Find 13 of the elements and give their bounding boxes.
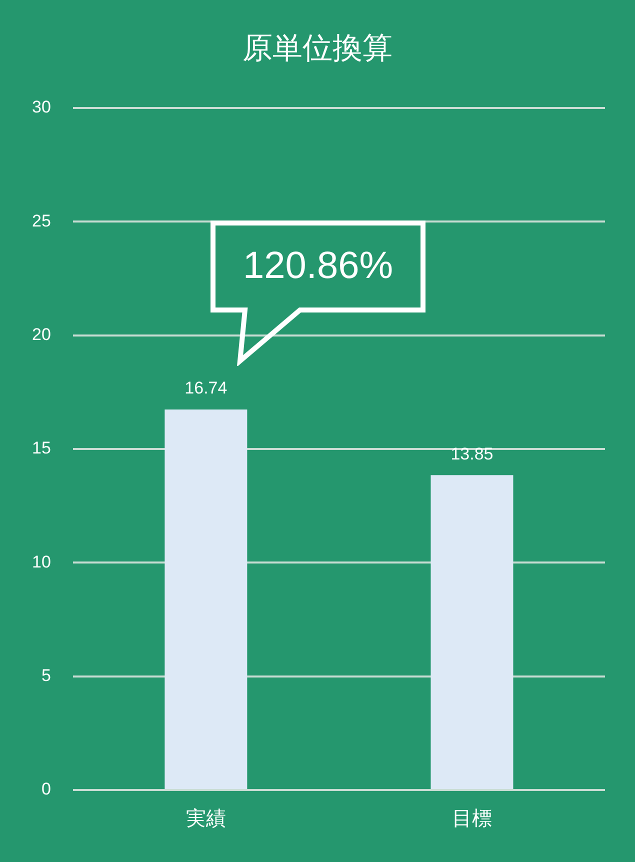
y-tick-label: 15: [32, 438, 51, 458]
x-tick-label: 実績: [186, 806, 226, 830]
y-tick-label: 10: [32, 552, 51, 572]
data-label: 16.74: [184, 378, 228, 398]
y-tick-label: 5: [41, 666, 51, 686]
annotation: 120.86%: [242, 244, 394, 289]
data-label: 13.85: [450, 444, 494, 464]
chart-title: 原単位換算: [242, 30, 394, 68]
y-tick-label: 25: [32, 211, 51, 230]
x-tick-label: 目標: [452, 806, 492, 830]
y-tick-label: 30: [32, 98, 51, 117]
y-tick-label: 0: [41, 780, 51, 799]
y-tick-label: 20: [32, 325, 51, 344]
